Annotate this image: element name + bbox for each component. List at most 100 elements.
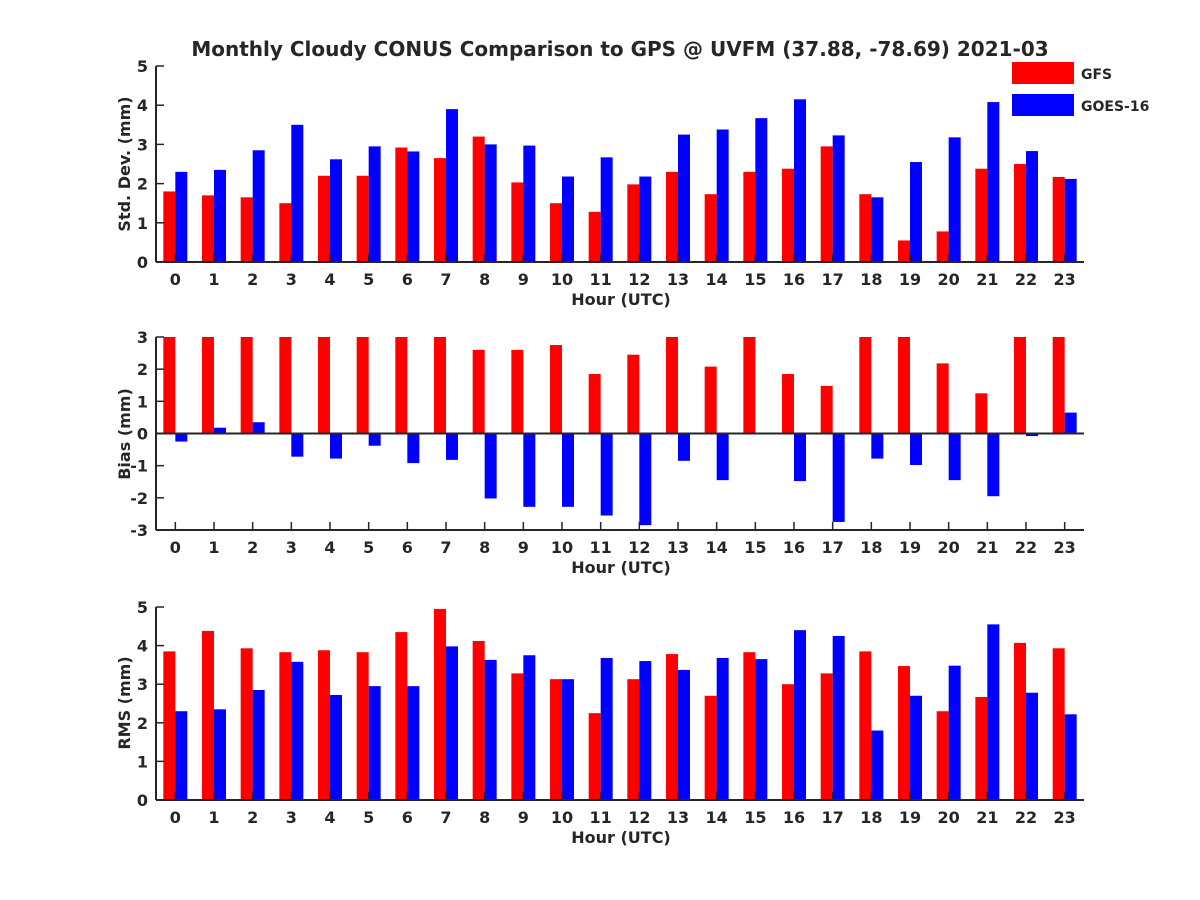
bar-goes16-5: [368, 433, 381, 446]
bar-goes16-3: [291, 661, 304, 800]
bar-gfs-3: [279, 337, 292, 434]
x-tick-label: 6: [402, 808, 413, 827]
bar-gfs-15: [743, 652, 756, 800]
x-tick-label: 17: [822, 808, 844, 827]
x-tick-label: 3: [286, 270, 297, 289]
x-tick-label: 19: [899, 538, 921, 557]
bar-goes16-0: [175, 171, 188, 262]
x-tick-label: 9: [518, 538, 529, 557]
bar-goes16-20: [948, 433, 961, 481]
x-axis-label: Hour (UTC): [571, 290, 671, 309]
bar-gfs-8: [472, 640, 485, 800]
y-axis-label: Std. Dev. (mm): [115, 96, 134, 231]
bar-goes16-16: [794, 630, 806, 800]
bar-goes16-17: [832, 135, 845, 262]
x-tick-label: 11: [590, 270, 612, 289]
bar-goes16-8: [484, 659, 497, 800]
legend-swatch-goes16: [1012, 94, 1074, 116]
bar-gfs-13: [666, 337, 678, 434]
x-tick-label: 7: [440, 808, 451, 827]
x-tick-label: 5: [363, 808, 374, 827]
bar-gfs-1: [202, 630, 214, 800]
x-tick-label: 6: [402, 538, 413, 557]
y-tick-label: 3: [137, 328, 148, 347]
bar-gfs-18: [859, 337, 872, 434]
bar-goes16-14: [716, 657, 729, 800]
x-tick-label: 4: [324, 270, 335, 289]
x-tick-label: 1: [208, 270, 219, 289]
x-axis-label: Hour (UTC): [571, 828, 671, 847]
x-tick-label: 5: [363, 538, 374, 557]
bar-goes16-4: [330, 159, 342, 262]
y-tick-label: 1: [137, 392, 148, 411]
bar-gfs-12: [627, 679, 640, 800]
bar-gfs-14: [704, 695, 717, 800]
x-tick-label: 5: [363, 270, 374, 289]
bar-goes16-11: [600, 657, 613, 800]
x-tick-label: 0: [170, 270, 181, 289]
bar-gfs-14: [704, 366, 717, 434]
legend-label-gfs: GFS: [1081, 67, 1112, 83]
x-tick-label: 3: [286, 808, 297, 827]
bar-gfs-22: [1014, 164, 1026, 262]
bar-goes16-9: [523, 433, 536, 507]
bar-goes16-3: [291, 433, 304, 457]
bar-goes16-6: [407, 151, 420, 262]
bar-goes16-16: [794, 433, 806, 482]
x-tick-label: 2: [247, 538, 258, 557]
bar-gfs-22: [1014, 642, 1026, 800]
x-tick-label: 23: [1054, 270, 1076, 289]
bar-gfs-9: [511, 349, 524, 434]
bar-gfs-1: [202, 195, 214, 262]
bar-goes16-3: [291, 124, 304, 262]
bar-goes16-7: [446, 433, 458, 460]
y-tick-label: 2: [137, 714, 148, 733]
x-tick-label: 22: [1015, 538, 1037, 557]
bar-goes16-8: [484, 144, 497, 262]
bar-goes16-18: [871, 433, 884, 459]
bar-goes16-20: [948, 137, 961, 262]
bar-gfs-13: [666, 654, 678, 800]
x-tick-label: 12: [628, 538, 650, 557]
bar-gfs-16: [782, 373, 794, 434]
bar-goes16-16: [794, 99, 806, 262]
x-tick-label: 15: [744, 808, 766, 827]
bar-gfs-4: [318, 175, 330, 262]
y-tick-label: 1: [137, 214, 148, 233]
x-tick-label: 22: [1015, 270, 1037, 289]
x-tick-label: 16: [783, 808, 805, 827]
bar-goes16-18: [871, 730, 884, 800]
bar-gfs-20: [936, 711, 949, 800]
x-tick-label: 23: [1054, 808, 1076, 827]
x-tick-label: 8: [479, 538, 490, 557]
bar-goes16-4: [330, 433, 342, 459]
bar-goes16-1: [214, 169, 226, 262]
bar-goes16-20: [948, 665, 961, 800]
bar-gfs-1: [202, 337, 214, 434]
bar-gfs-0: [163, 191, 176, 262]
x-tick-label: 15: [744, 538, 766, 557]
bar-goes16-17: [832, 635, 845, 800]
x-tick-label: 12: [628, 808, 650, 827]
x-tick-label: 1: [208, 538, 219, 557]
bar-goes16-5: [368, 146, 381, 262]
x-tick-label: 9: [518, 270, 529, 289]
bar-gfs-15: [743, 171, 756, 262]
bar-gfs-0: [163, 337, 176, 434]
bar-gfs-20: [936, 231, 949, 262]
bar-gfs-2: [240, 648, 253, 800]
y-tick-label: 5: [137, 57, 148, 76]
bar-goes16-11: [600, 433, 613, 516]
bar-gfs-17: [820, 146, 833, 262]
bar-gfs-2: [240, 337, 253, 434]
bar-gfs-8: [472, 349, 485, 434]
x-tick-label: 3: [286, 538, 297, 557]
bar-gfs-21: [975, 168, 988, 262]
x-tick-label: 14: [706, 270, 728, 289]
x-tick-label: 18: [860, 270, 882, 289]
legend: GFS GOES-16: [1000, 56, 1160, 122]
x-tick-label: 14: [706, 808, 728, 827]
x-tick-label: 11: [590, 538, 612, 557]
